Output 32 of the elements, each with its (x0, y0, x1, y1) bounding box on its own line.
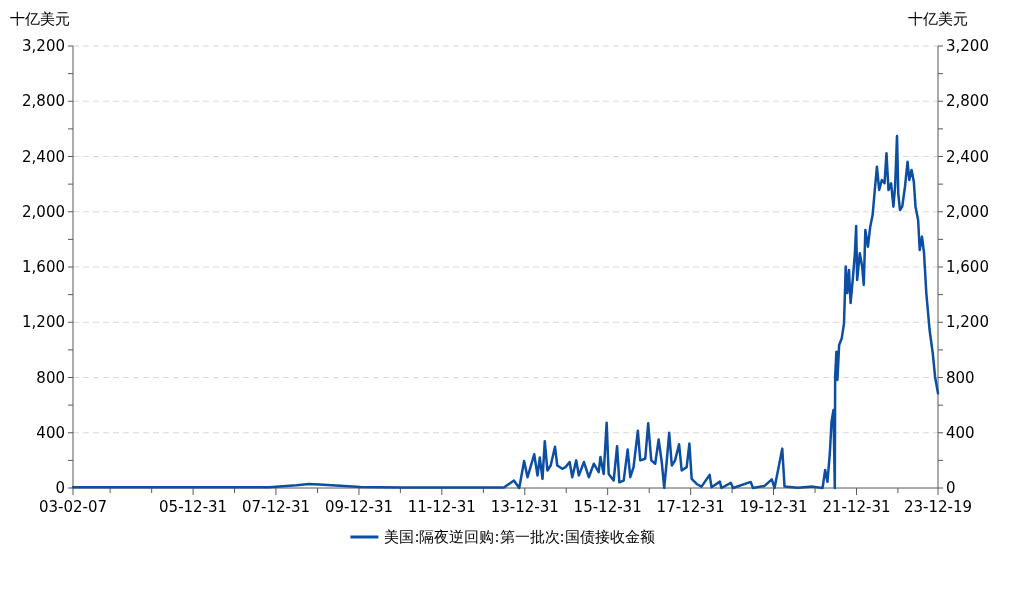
x-tick-label: 09-12-31 (324, 498, 393, 516)
y-tick-label: 800 (36, 368, 65, 387)
y-tick-label: 400 (36, 423, 65, 442)
y-axis-title: 十亿美元 (10, 10, 70, 28)
y-tick-label: 2,800 (22, 92, 65, 111)
x-tick-label: 13-12-31 (490, 498, 559, 516)
x-tick-label: 15-12-31 (573, 498, 642, 516)
y2-tick-label: 1,600 (946, 258, 989, 276)
x-tick-label: 23-12-19 (903, 498, 973, 516)
y2-tick-label: 0 (946, 479, 956, 497)
y-tick-label: 1,200 (22, 313, 65, 332)
y2-tick-label: 3,200 (946, 37, 989, 55)
legend: 美国:隔夜逆回购:第一批次:国债接收金额 (350, 528, 655, 546)
x-tick-label: 05-12-31 (159, 498, 228, 516)
y2-tick-label: 2,000 (946, 202, 989, 221)
y2-tick-label: 800 (946, 368, 975, 387)
y-tick-label: 3,200 (22, 37, 65, 55)
y-tick-label: 2,000 (22, 202, 65, 221)
y-tick-label: 1,600 (22, 258, 65, 276)
y2-tick-label: 2,800 (946, 92, 989, 111)
y-tick-label: 2,400 (22, 147, 65, 166)
x-tick-label: 17-12-31 (656, 498, 725, 516)
y2-tick-label: 1,200 (946, 313, 989, 332)
x-tick-label: 21-12-31 (822, 498, 891, 516)
y2-tick-label: 2,400 (946, 147, 989, 166)
x-tick-label: 03-02-07 (38, 498, 108, 516)
x-tick-label: 07-12-31 (241, 498, 311, 516)
y2-axis-title: 十亿美元 (908, 10, 968, 28)
y-tick-label: 0 (55, 479, 65, 497)
x-tick-label: 11-12-31 (407, 498, 476, 516)
x-tick-label: 19-12-31 (739, 498, 808, 516)
y2-tick-label: 400 (946, 423, 975, 442)
